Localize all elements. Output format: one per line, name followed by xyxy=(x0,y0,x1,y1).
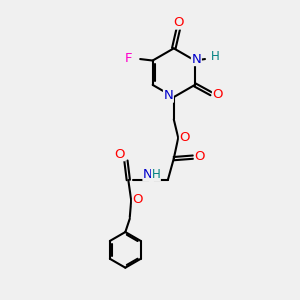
Text: O: O xyxy=(194,150,205,163)
Text: H: H xyxy=(152,168,160,181)
Text: O: O xyxy=(212,88,223,101)
Text: O: O xyxy=(179,131,190,144)
Text: H: H xyxy=(211,50,220,64)
Text: N: N xyxy=(164,89,173,102)
Text: O: O xyxy=(174,16,184,29)
Text: O: O xyxy=(114,148,124,161)
Text: N: N xyxy=(143,168,153,181)
Text: O: O xyxy=(133,193,143,206)
Text: F: F xyxy=(125,52,133,65)
Text: N: N xyxy=(191,52,201,66)
